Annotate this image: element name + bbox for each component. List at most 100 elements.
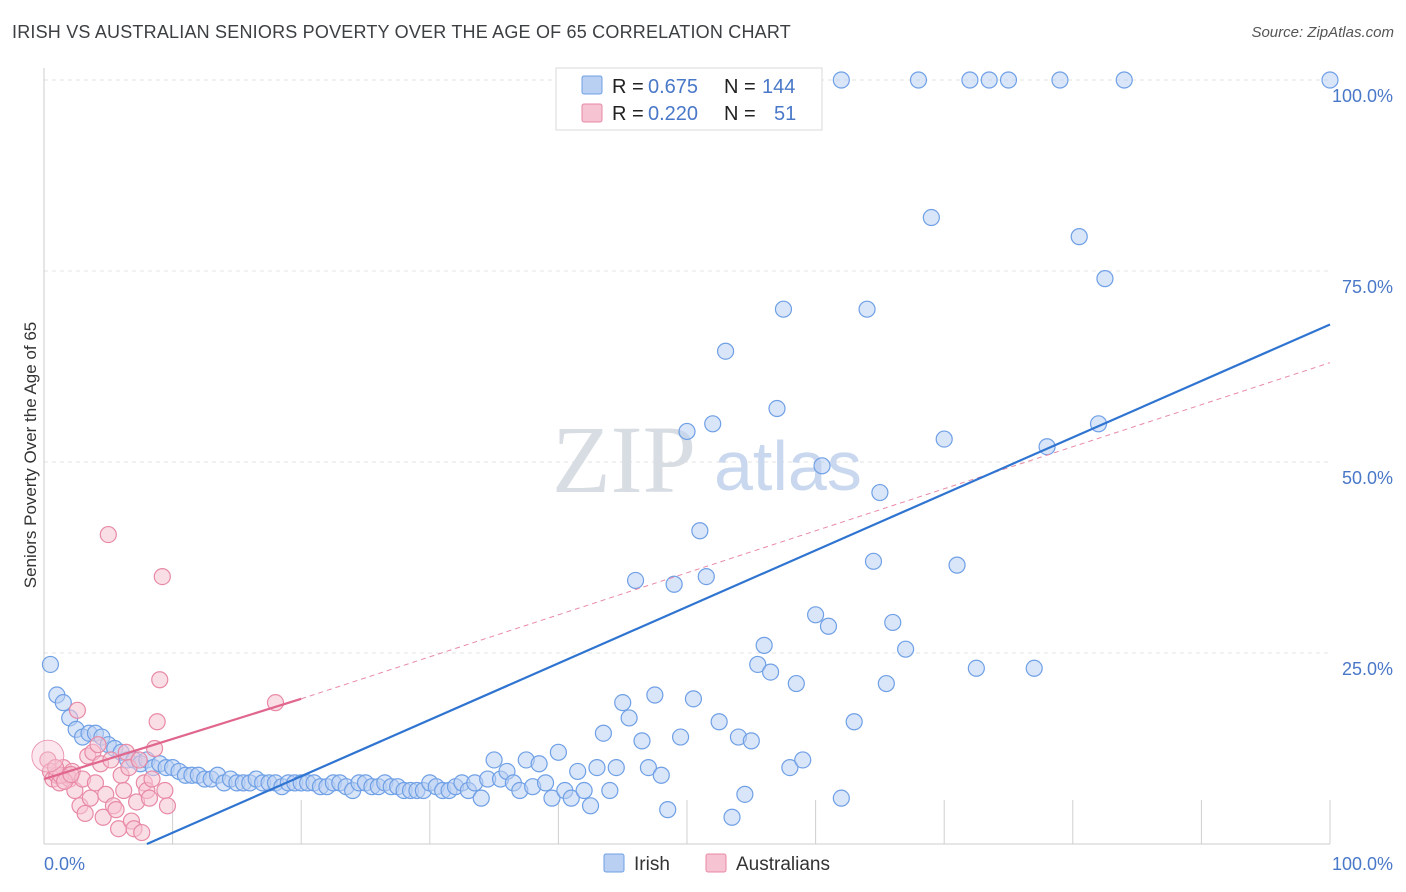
data-point-irish xyxy=(536,774,555,792)
data-point-irish xyxy=(999,71,1018,89)
data-point-irish xyxy=(884,613,902,632)
data-point-irish xyxy=(1115,71,1133,89)
data-point-australians xyxy=(81,789,99,807)
data-point-irish xyxy=(761,663,780,681)
data-point-irish xyxy=(909,71,928,89)
data-point-irish xyxy=(774,300,793,318)
trend-line-australians-extension xyxy=(301,362,1331,700)
data-point-irish xyxy=(1051,71,1069,89)
data-point-irish xyxy=(614,694,632,712)
data-point-irish xyxy=(633,732,651,750)
data-point-irish xyxy=(897,640,915,658)
series-legend-swatch-irish xyxy=(603,853,625,873)
legend-r-label-2: R = xyxy=(612,103,644,125)
data-point-australians xyxy=(143,770,161,788)
legend-r-value-2: 0.220 xyxy=(648,103,698,125)
data-point-irish xyxy=(652,766,670,784)
data-point-irish xyxy=(723,808,741,826)
data-point-australians xyxy=(140,789,159,807)
data-point-irish xyxy=(832,789,850,807)
data-point-irish xyxy=(54,694,72,712)
legend-n-value-1: 144 xyxy=(762,76,795,98)
data-point-australians xyxy=(94,808,112,826)
data-point-irish xyxy=(710,713,728,731)
data-point-australians xyxy=(68,701,87,719)
data-point-irish xyxy=(594,724,613,742)
data-point-irish xyxy=(543,789,561,807)
data-point-irish xyxy=(794,751,812,769)
data-point-irish xyxy=(569,762,587,781)
legend-n-value-2: 51 xyxy=(774,103,796,125)
data-point-australians xyxy=(89,736,107,754)
data-point-irish xyxy=(704,415,722,433)
data-point-irish xyxy=(639,758,658,777)
watermark-atlas: atlas xyxy=(714,427,862,505)
data-point-irish xyxy=(832,71,850,89)
series-legend-label-irish: Irish xyxy=(634,854,670,875)
data-point-australians xyxy=(115,781,133,800)
data-point-irish xyxy=(485,751,503,769)
data-point-irish xyxy=(549,743,568,761)
y-tick-labels: 25.0% 50.0% 75.0% 100.0% xyxy=(1332,86,1393,679)
data-point-australians xyxy=(153,567,171,586)
data-point-irish xyxy=(665,575,683,593)
data-point-australians xyxy=(148,713,166,731)
data-point-irish xyxy=(41,655,60,674)
y-tick-label: 50.0% xyxy=(1342,468,1393,488)
data-point-irish xyxy=(961,71,979,89)
data-point-irish xyxy=(980,71,998,89)
data-point-irish xyxy=(1096,270,1114,288)
data-point-australians xyxy=(76,804,94,823)
data-point-irish xyxy=(967,659,985,677)
y-tick-label: 25.0% xyxy=(1342,659,1393,679)
series-legend-swatch-australians xyxy=(705,853,727,873)
data-point-irish xyxy=(646,686,664,704)
data-point-australians xyxy=(107,801,125,819)
data-point-australians xyxy=(151,671,169,689)
x-tick-label-right: 100.0% xyxy=(1332,854,1393,874)
data-point-irish xyxy=(472,789,490,807)
data-point-australians xyxy=(156,781,174,800)
legend-n-label-1: N = xyxy=(724,76,756,98)
x-tick-label-left: 0.0% xyxy=(44,854,85,874)
trend-lines xyxy=(43,323,1331,846)
legend-swatch-australians xyxy=(581,103,603,123)
data-point-irish xyxy=(922,208,940,227)
watermark-zip: ZIP xyxy=(552,406,696,513)
legend-swatch-irish xyxy=(581,75,603,95)
data-point-irish xyxy=(575,781,593,800)
data-point-irish xyxy=(781,758,799,777)
data-point-irish xyxy=(749,655,767,674)
data-point-irish xyxy=(877,674,895,693)
data-point-australians xyxy=(86,774,105,792)
data-point-australians xyxy=(145,739,164,758)
data-point-irish xyxy=(948,556,966,574)
series-legend-label-australians: Australians xyxy=(736,854,830,875)
y-tick-label: 100.0% xyxy=(1332,86,1393,106)
chart-source: Source: ZipAtlas.com xyxy=(1251,24,1394,41)
data-point-irish xyxy=(871,483,889,502)
stats-legend: R = 0.675 N = 144 R = 0.220 N = 51 xyxy=(555,67,823,131)
data-point-irish xyxy=(845,713,863,731)
data-point-australians xyxy=(31,739,65,773)
data-point-irish xyxy=(864,552,883,570)
data-point-irish xyxy=(806,606,825,624)
data-point-irish xyxy=(671,728,690,746)
y-tick-label: 75.0% xyxy=(1342,277,1393,297)
data-point-irish xyxy=(1321,71,1339,89)
data-point-irish xyxy=(581,797,600,815)
data-point-irish xyxy=(1025,659,1043,677)
data-points xyxy=(31,71,1339,842)
series-legend: Irish Australians xyxy=(603,853,830,875)
data-point-australians xyxy=(133,823,151,842)
data-point-irish xyxy=(736,785,754,803)
data-point-irish xyxy=(659,801,677,819)
data-point-irish xyxy=(819,617,838,635)
data-point-irish xyxy=(601,781,619,800)
data-point-irish xyxy=(697,567,715,586)
data-point-australians xyxy=(99,525,117,544)
legend-n-label-2: N = xyxy=(724,103,756,125)
chart-title: IRISH VS AUSTRALIAN SENIORS POVERTY OVER… xyxy=(12,22,791,42)
data-point-irish xyxy=(787,674,805,693)
